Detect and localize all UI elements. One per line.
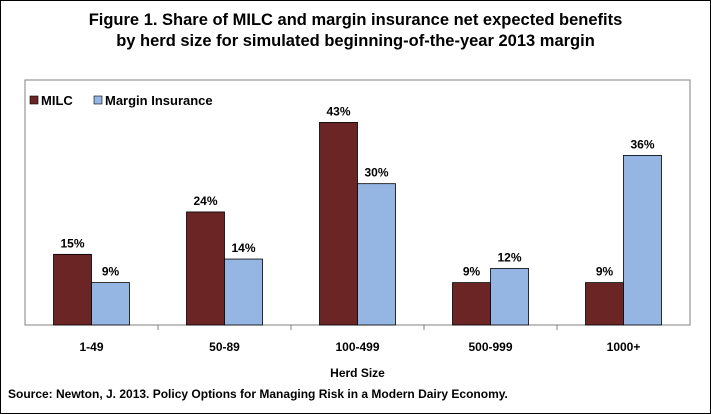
data-label-milc-50-89: 24% [193, 194, 217, 208]
bar-milc-500-999 [452, 282, 491, 326]
data-label-milc-1-49: 15% [60, 236, 84, 250]
bar-margin-insurance-1000+ [623, 154, 662, 326]
chart-title-line2: by herd size for simulated beginning-of-… [116, 32, 595, 50]
x-tick-label-50-89: 50-89 [209, 340, 240, 354]
bar-milc-1-49 [53, 253, 92, 326]
data-label-milc-100-499: 43% [326, 104, 350, 118]
data-label-margin-insurance-100-499: 30% [364, 166, 388, 180]
bar-margin-insurance-1-49 [91, 282, 130, 326]
bar-milc-50-89 [186, 211, 225, 326]
bar-margin-insurance-100-499 [357, 183, 396, 326]
source-note: Source: Newton, J. 2013. Policy Options … [8, 387, 508, 401]
data-label-margin-insurance-50-89: 14% [231, 241, 255, 255]
bar-margin-insurance-500-999 [490, 268, 529, 326]
bar-milc-100-499 [319, 122, 358, 326]
bar-margin-insurance-50-89 [224, 258, 263, 326]
data-label-margin-insurance-500-999: 12% [497, 250, 521, 264]
data-label-margin-insurance-1-49: 9% [102, 265, 120, 279]
legend-label-milc: MILC [41, 93, 73, 108]
x-tick-label-1-49: 1-49 [79, 340, 103, 354]
chart-title-line1: Figure 1. Share of MILC and margin insur… [88, 11, 623, 29]
legend-swatch-margin-insurance [93, 95, 103, 105]
data-label-margin-insurance-1000+: 36% [630, 137, 654, 151]
data-label-milc-1000+: 9% [596, 265, 614, 279]
legend-label-margin-insurance: Margin Insurance [105, 93, 213, 108]
x-tick-label-1000+: 1000+ [607, 340, 641, 354]
chart-title: Figure 1. Share of MILC and margin insur… [0, 10, 711, 52]
data-label-milc-500-999: 9% [463, 265, 481, 279]
x-tick-label-100-499: 100-499 [335, 340, 379, 354]
x-tick-label-500-999: 500-999 [468, 340, 512, 354]
x-axis-label: Herd Size [330, 366, 385, 380]
legend-swatch-milc [29, 95, 39, 105]
bar-milc-1000+ [585, 282, 624, 326]
